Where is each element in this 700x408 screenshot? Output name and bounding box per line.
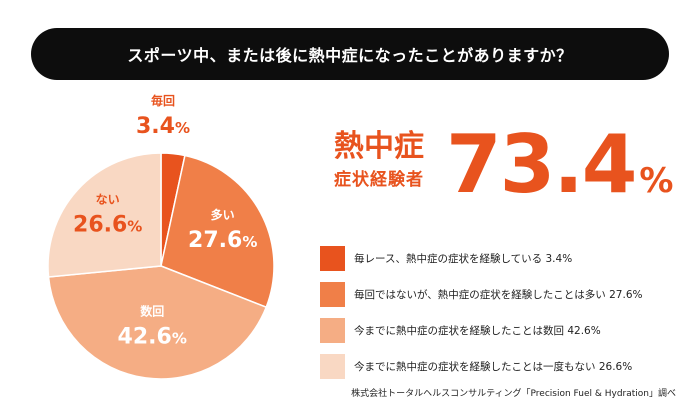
pie-slice bbox=[160, 154, 275, 309]
pie-slice-label: 多い bbox=[211, 207, 235, 222]
headline-unit: % bbox=[639, 161, 674, 201]
headline-number: 73.4 bbox=[446, 118, 637, 211]
pie-slice-label: 毎回 bbox=[151, 93, 175, 108]
legend-swatch bbox=[320, 281, 345, 307]
legend: 毎レース、熱中症の症状を経験している 3.4% 毎回ではないが、熱中症の症状を経… bbox=[320, 245, 642, 389]
source-note: 株式会社トータルヘルスコンサルティング「Precision Fuel & Hyd… bbox=[351, 389, 676, 399]
question-title: スポーツ中、または後に熱中症になったことがありますか？ bbox=[127, 46, 573, 65]
legend-item: 毎レース、熱中症の症状を経験している 3.4% bbox=[320, 245, 642, 271]
legend-swatch bbox=[320, 353, 345, 379]
pie-slice-value: 27.6% bbox=[188, 228, 257, 253]
pie-slice-value: 26.6% bbox=[73, 213, 142, 238]
headline-title: 熱中症 bbox=[334, 129, 424, 164]
pie-slice-label: ない bbox=[96, 193, 120, 207]
legend-item: 今までに熱中症の症状を経験したことは一度もない 26.6% bbox=[320, 353, 642, 379]
pie-slice-label: 数回 bbox=[140, 303, 164, 318]
legend-item: 今までに熱中症の症状を経験したことは数回 42.6% bbox=[320, 317, 642, 343]
legend-swatch bbox=[320, 245, 345, 271]
pie-chart: 毎回 3.4% 多い 27.6% 数回 42.6% ない 26.6% bbox=[47, 93, 275, 380]
legend-label: 今までに熱中症の症状を経験したことは一度もない 26.6% bbox=[354, 360, 633, 373]
legend-label: 毎回ではないが、熱中症の症状を経験したことは多い 27.6% bbox=[354, 288, 643, 301]
legend-swatch bbox=[320, 317, 345, 343]
question-banner: スポーツ中、または後に熱中症になったことがありますか？ bbox=[31, 28, 669, 80]
headline-subtitle: 症状経験者 bbox=[334, 170, 424, 190]
pie-slice-value: 42.6% bbox=[118, 324, 187, 349]
pie-slice bbox=[47, 265, 268, 380]
headline-stat: 熱中症 症状経験者 73.4% bbox=[318, 120, 673, 210]
headline-value: 73.4% bbox=[446, 120, 673, 226]
legend-label: 今までに熱中症の症状を経験したことは数回 42.6% bbox=[354, 324, 601, 337]
legend-label: 毎レース、熱中症の症状を経験している 3.4% bbox=[354, 252, 573, 265]
pie-slice bbox=[47, 152, 162, 278]
legend-item: 毎回ではないが、熱中症の症状を経験したことは多い 27.6% bbox=[320, 281, 642, 307]
pie-slice-value: 3.4% bbox=[136, 114, 190, 139]
